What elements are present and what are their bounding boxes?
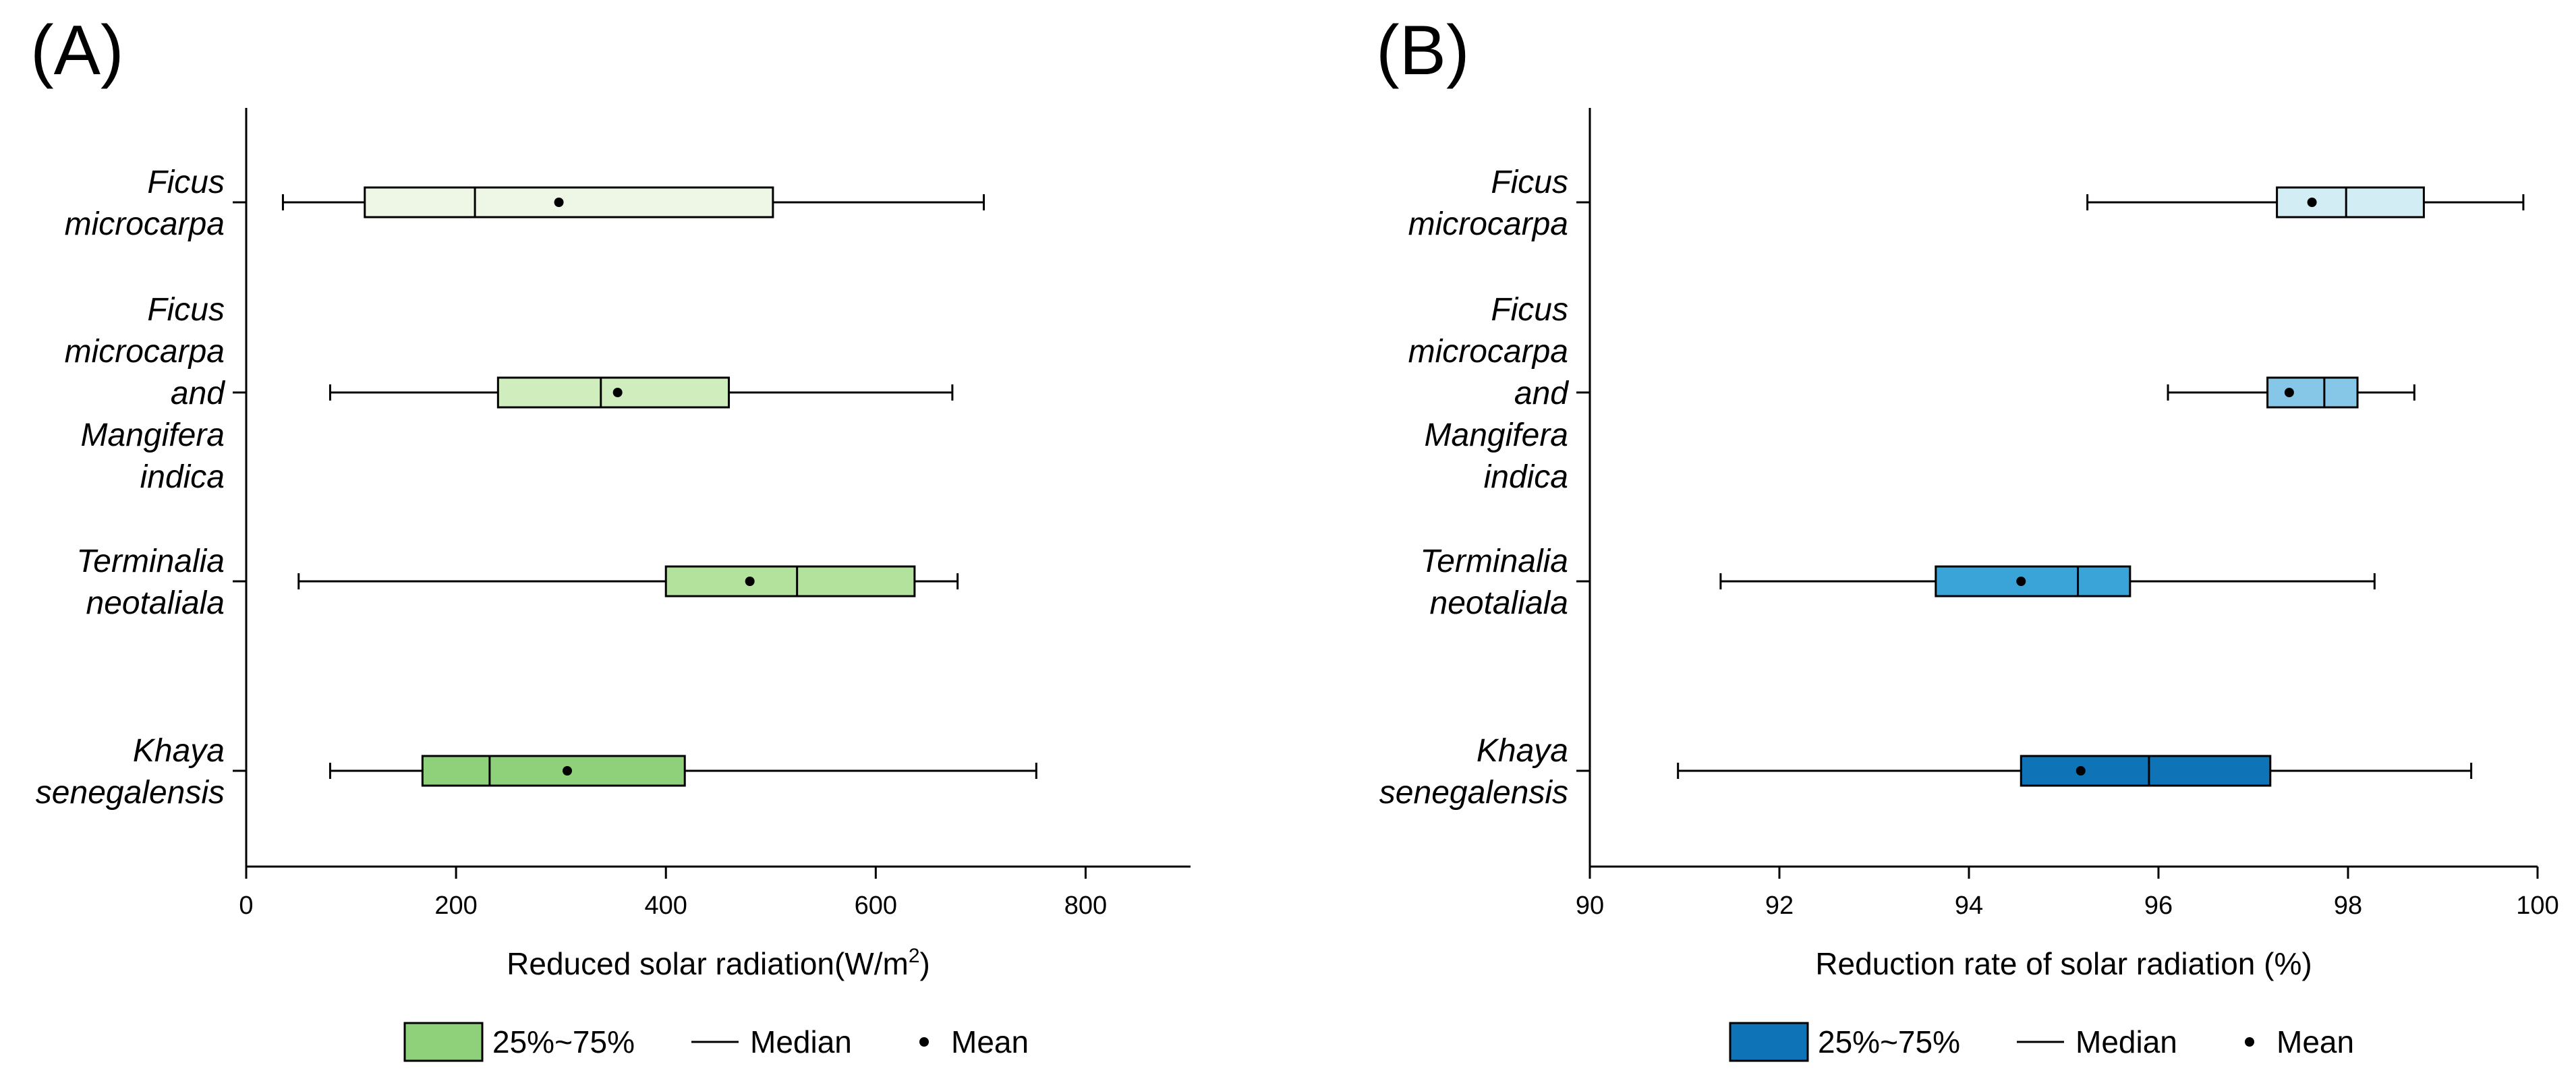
legend-median-label: Median	[2076, 1024, 2177, 1059]
category-label: and	[171, 376, 225, 411]
category-label: Khaya	[1477, 733, 1568, 769]
legend-mean-swatch	[2245, 1037, 2254, 1047]
box-series-row: Terminalia neotaliala	[76, 544, 959, 621]
box-series-row: Khaya senegalensis	[1379, 733, 2473, 811]
x-tick-label: 600	[855, 892, 897, 920]
category-label: Mangifera	[1425, 417, 1568, 453]
iqr-box	[2266, 376, 2359, 409]
x-tick-label: 94	[1955, 892, 1983, 920]
category-label: Ficus	[147, 165, 225, 200]
legend: 25%~75% Median Mean	[1729, 1022, 2354, 1062]
iqr-box	[2276, 186, 2425, 218]
x-tick-label: 96	[2144, 892, 2173, 920]
category-label: microcarpa	[65, 206, 225, 242]
box-series-row: Terminalia neotaliala	[1420, 544, 2376, 621]
panel-label: (A)	[30, 11, 124, 90]
mean-point	[612, 388, 623, 397]
iqr-box	[2020, 755, 2272, 787]
legend-box-swatch	[1729, 1022, 1809, 1062]
x-axis-title-main: Reduced solar radiation(W/m	[507, 946, 909, 981]
category-label: senegalensis	[36, 775, 225, 811]
box-series-row: Ficus microcarpa	[65, 165, 985, 242]
x-tick-label: 92	[1765, 892, 1794, 920]
category-label: microcarpa	[1408, 206, 1568, 242]
iqr-box	[364, 186, 774, 218]
legend-mean-label: Mean	[2277, 1024, 2354, 1059]
box-series-row: Khaya senegalensis	[36, 733, 1037, 811]
category-label: and	[1514, 376, 1569, 411]
legend: 25%~75% Median Mean	[403, 1022, 1029, 1062]
x-tick-label: 100	[2516, 892, 2558, 920]
legend-median-label: Median	[750, 1024, 852, 1059]
category-label: Mangifera	[81, 417, 225, 453]
category-label: Terminalia	[76, 544, 225, 579]
mean-point	[2016, 577, 2026, 586]
x-axis-title-suffix: )	[920, 946, 930, 981]
category-label: microcarpa	[65, 334, 225, 370]
legend-box-label: 25%~75%	[492, 1024, 635, 1059]
panel-label: (B)	[1376, 11, 1470, 90]
category-label: Ficus	[147, 292, 225, 328]
box-series-row: Ficus microcarpa and Mangifera indica	[65, 292, 954, 495]
x-tick-label: 90	[1576, 892, 1604, 920]
panel-a: (A) 0 200 400 600 800 Reduced solar radiation(…	[30, 11, 1191, 1062]
category-label: Ficus	[1491, 292, 1568, 328]
iqr-box	[1935, 565, 2131, 597]
mean-point	[554, 198, 564, 207]
box-series-row: Ficus microcarpa	[1408, 165, 2525, 242]
x-tick-label: 400	[645, 892, 687, 920]
x-axis-title: Reduction rate of solar radiation (%)	[1815, 946, 2312, 981]
x-axis-title: Reduced solar radiation(W/m2)	[507, 945, 930, 981]
mean-point	[563, 766, 572, 776]
x-axis-title-main: Reduction rate of solar radiation (%)	[1815, 946, 2312, 981]
legend-box-swatch	[403, 1022, 484, 1062]
legend-mean-label: Mean	[951, 1024, 1029, 1059]
x-tick-label: 0	[239, 892, 253, 920]
category-label: Terminalia	[1420, 544, 1568, 579]
mean-point	[2076, 766, 2086, 776]
mean-point	[2307, 198, 2317, 207]
category-label: indica	[140, 459, 225, 495]
x-tick-label: 800	[1064, 892, 1107, 920]
x-tick-label: 200	[434, 892, 477, 920]
category-label: Khaya	[133, 733, 225, 769]
category-label: neotaliala	[86, 585, 225, 621]
legend-box-label: 25%~75%	[1818, 1024, 1960, 1059]
mean-point	[745, 577, 755, 586]
legend-mean-swatch	[919, 1037, 929, 1047]
panel-b: (B) 90 92 94 96 98 100 Reduction rate of solar …	[1376, 11, 2559, 1062]
category-label: microcarpa	[1408, 334, 1568, 370]
x-tick-label: 98	[2334, 892, 2362, 920]
box-series-row: Ficus microcarpa and Mangifera indica	[1408, 292, 2415, 495]
category-label: indica	[1484, 459, 1568, 495]
mean-point	[2284, 388, 2294, 397]
category-label: senegalensis	[1379, 775, 1568, 811]
category-label: neotaliala	[1430, 585, 1569, 621]
iqr-box	[664, 565, 916, 597]
category-label: Ficus	[1491, 165, 1568, 200]
iqr-box	[421, 755, 686, 787]
x-axis-title-superscript: 2	[909, 945, 920, 967]
